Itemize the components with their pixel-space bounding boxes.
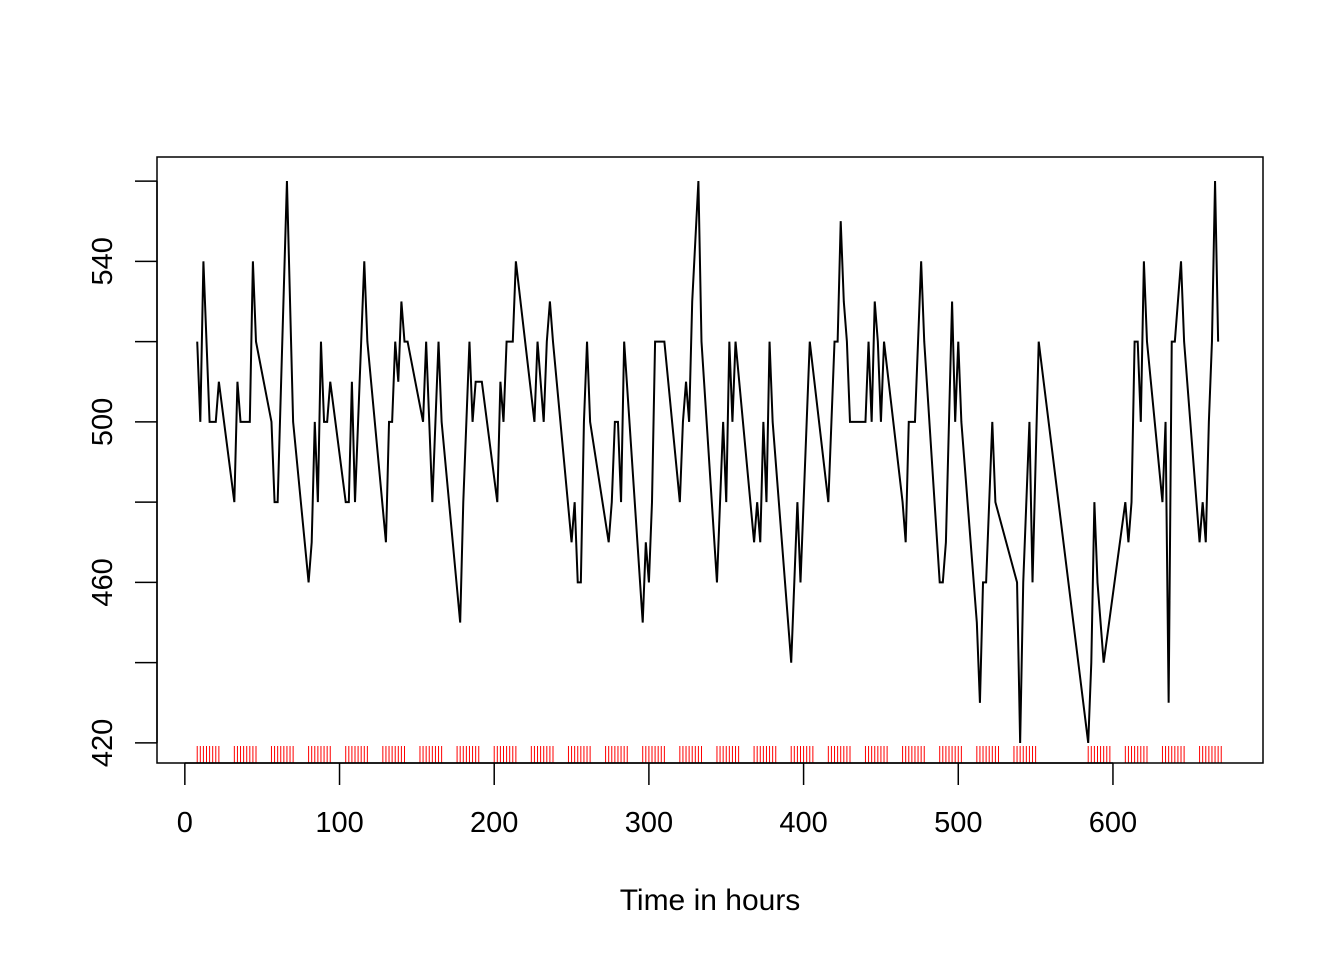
x-tick-label: 100	[315, 807, 363, 839]
line-layer	[196, 181, 1220, 744]
x-tick-label: 300	[625, 807, 673, 839]
y-axis: 420 460 500 540	[87, 180, 158, 767]
y-tick-label: 500	[87, 398, 119, 446]
x-tick-label: 600	[1089, 807, 1137, 839]
x-tick-label: 0	[177, 807, 193, 839]
x-tick-label: 200	[470, 807, 518, 839]
x-axis-label: Time in hours	[620, 884, 801, 917]
series-line	[196, 181, 1220, 744]
y-tick-label: 460	[87, 558, 119, 606]
x-tick-label: 400	[779, 807, 827, 839]
x-axis: 0 100 200 300 400 500 600	[177, 762, 1137, 839]
y-tick-label: 420	[87, 719, 119, 767]
x-tick-label: 500	[934, 807, 982, 839]
y-tick-label: 540	[87, 237, 119, 285]
rug-layer	[196, 746, 1222, 763]
